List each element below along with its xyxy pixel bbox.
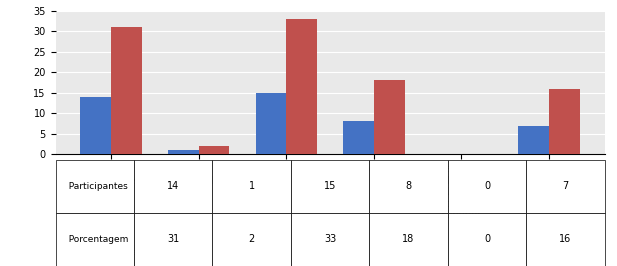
Bar [343,122,374,154]
Bar [518,126,549,154]
Bar [199,146,230,154]
Bar [286,19,317,154]
Bar [549,89,580,154]
Legend: Participantes, Porcentagem: Participantes, Porcentagem [60,245,141,266]
Bar [111,27,142,154]
Bar [80,97,111,154]
Bar [374,80,405,154]
Bar [168,150,199,154]
Bar [255,93,286,154]
